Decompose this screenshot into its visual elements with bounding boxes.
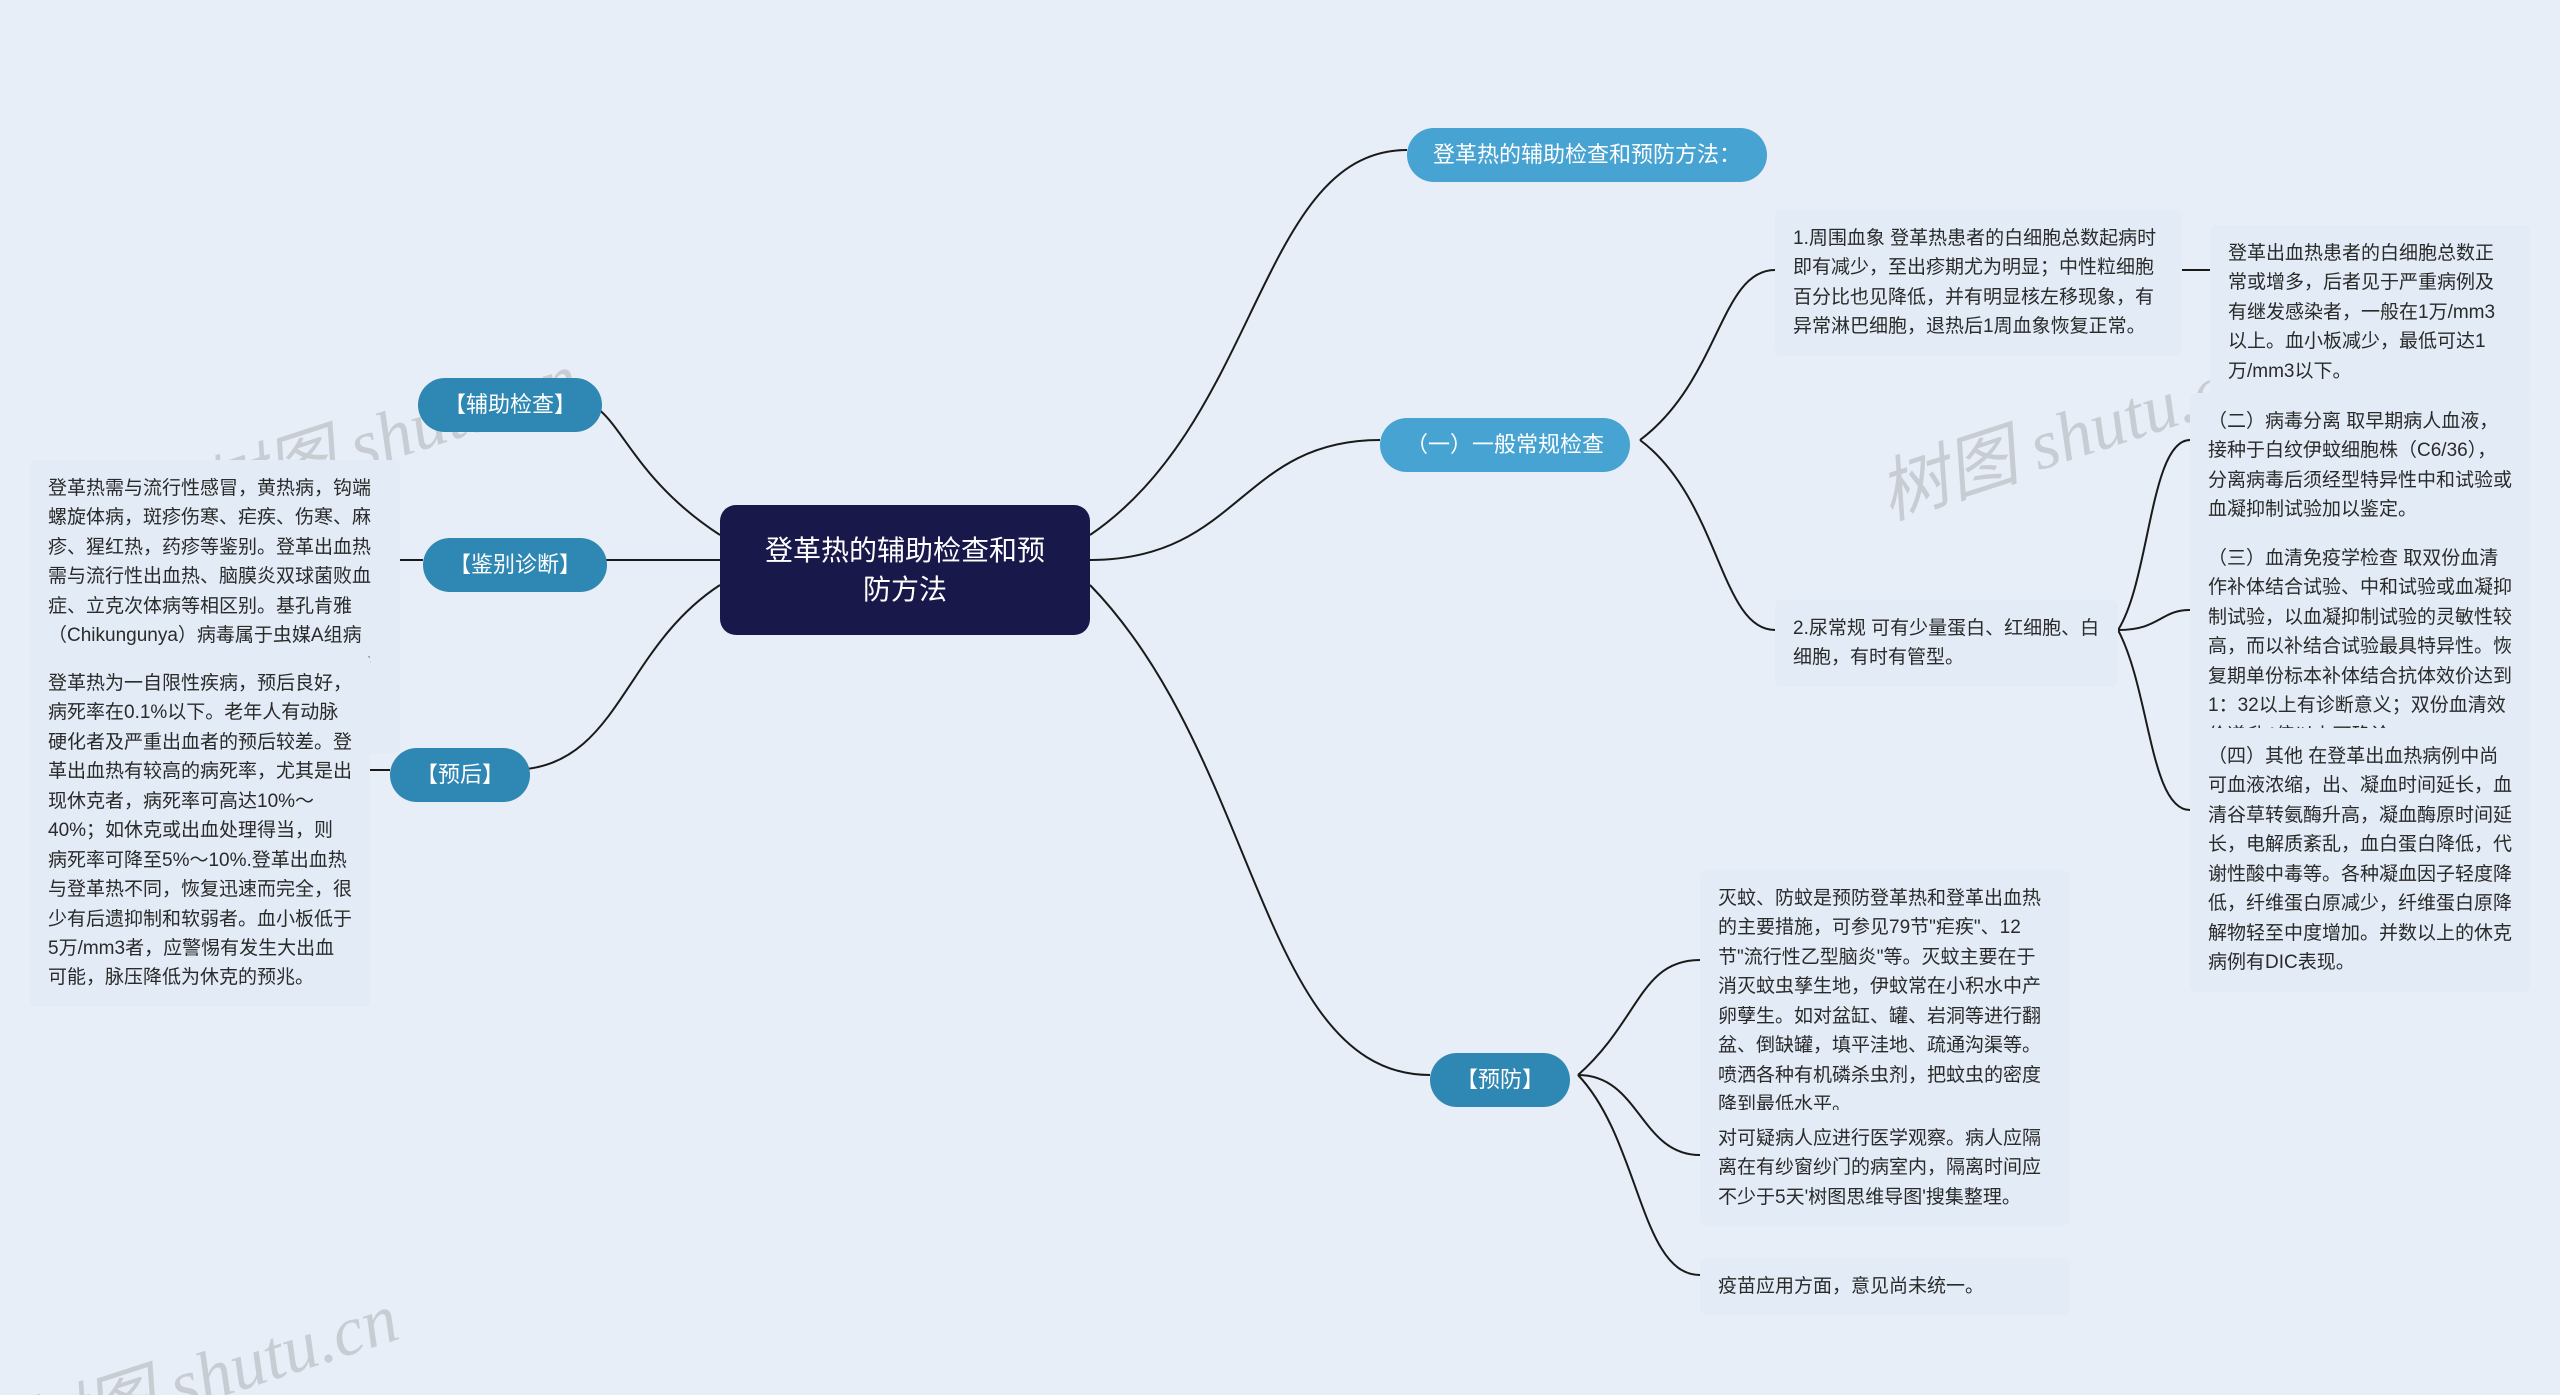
diff-node: 【鉴别诊断】 <box>423 538 607 592</box>
watermark: 树图 shutu.cn <box>4 1262 409 1395</box>
center-node: 登革热的辅助检查和预防方法 <box>720 505 1090 635</box>
routine-sub4: （四）其他 在登革出血热病例中尚可血液浓缩，出、凝血时间延长，血清谷草转氨酶升高… <box>2190 728 2530 992</box>
prognosis-node: 【预后】 <box>390 748 530 802</box>
prevention-p1: 灭蚊、防蚊是预防登革热和登革出血热的主要措施，可参见79节"疟疾"、12节"流行… <box>1700 870 2070 1134</box>
routine-item1: 1.周围血象 登革热患者的白细胞总数起病时即有减少，至出疹期尤为明显；中性粒细胞… <box>1775 210 2182 356</box>
title-node: 登革热的辅助检查和预防方法： <box>1407 128 1767 182</box>
routine-sub2: （二）病毒分离 取早期病人血液，接种于白纹伊蚊细胞株（C6/36），分离病毒后须… <box>2190 393 2530 539</box>
prevention-p2: 对可疑病人应进行医学观察。病人应隔离在有纱窗纱门的病室内，隔离时间应不少于5天'… <box>1700 1110 2070 1226</box>
prevention-p3: 疫苗应用方面，意见尚未统一。 <box>1700 1258 2070 1315</box>
mindmap-canvas: 树图 shutu.cn 树图 shutu.cn 树图 shutu.cn <box>0 0 2560 1395</box>
routine-node: （一）一般常规检查 <box>1380 418 1630 472</box>
aux-node: 【辅助检查】 <box>418 378 602 432</box>
prevention-node: 【预防】 <box>1430 1053 1570 1107</box>
routine-item2: 2.尿常规 可有少量蛋白、红细胞、白细胞，有时有管型。 <box>1775 600 2118 687</box>
prognosis-text: 登革热为一自限性疾病，预后良好，病死率在0.1%以下。老年人有动脉硬化者及严重出… <box>30 655 370 1007</box>
routine-item1-sub: 登革出血热患者的白细胞总数正常或增多，后者见于严重病例及有继发感染者，一般在1万… <box>2210 225 2530 400</box>
